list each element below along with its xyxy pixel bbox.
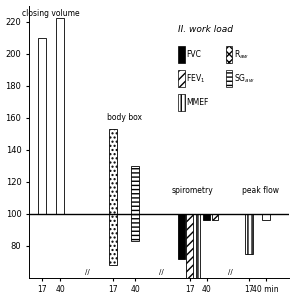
Text: peak flow: peak flow (242, 185, 278, 194)
Bar (226, 46, 232, 63)
Bar (178, 214, 185, 259)
Bar (196, 214, 200, 286)
Bar (56, 18, 64, 214)
Bar (212, 214, 218, 220)
Bar (109, 129, 117, 265)
Bar (131, 166, 140, 241)
Text: body box: body box (107, 113, 142, 122)
Text: SG$_{aw}$: SG$_{aw}$ (234, 72, 255, 85)
Text: MMEF: MMEF (186, 98, 209, 107)
Bar (178, 70, 185, 87)
Bar (203, 214, 210, 220)
Text: II. work load: II. work load (178, 25, 232, 34)
Text: FEV$_1$: FEV$_1$ (186, 72, 206, 85)
Text: spirometry: spirometry (171, 185, 213, 194)
Text: //: // (85, 269, 90, 275)
Bar (38, 38, 46, 214)
Bar (262, 214, 270, 220)
Text: //: // (228, 269, 233, 275)
Bar (178, 46, 185, 63)
Text: R$_{aw}$: R$_{aw}$ (234, 48, 249, 61)
Bar (245, 214, 253, 254)
Text: //: // (159, 269, 163, 275)
Bar (226, 70, 232, 87)
Text: FVC: FVC (186, 50, 201, 59)
Text: closing volume: closing volume (22, 9, 80, 18)
Bar (178, 94, 185, 111)
Bar (186, 214, 193, 286)
